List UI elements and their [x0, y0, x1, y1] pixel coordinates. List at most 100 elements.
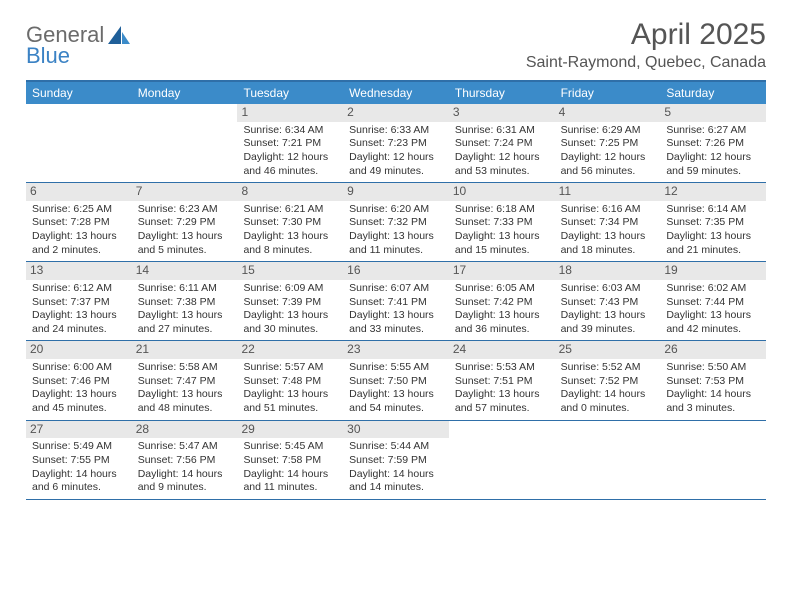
sunset-text: Sunset: 7:24 PM [455, 137, 549, 151]
daylight-text: Daylight: 14 hours and 6 minutes. [32, 468, 126, 495]
day-number: 26 [660, 341, 766, 359]
day-header: Tuesday [237, 82, 343, 104]
day-cell: 5Sunrise: 6:27 AMSunset: 7:26 PMDaylight… [660, 104, 766, 182]
day-cell: 30Sunrise: 5:44 AMSunset: 7:59 PMDayligh… [343, 421, 449, 499]
day-cell: 25Sunrise: 5:52 AMSunset: 7:52 PMDayligh… [555, 341, 661, 419]
sunset-text: Sunset: 7:56 PM [138, 454, 232, 468]
day-number: 5 [660, 104, 766, 122]
day-cell: 11Sunrise: 6:16 AMSunset: 7:34 PMDayligh… [555, 183, 661, 261]
sunset-text: Sunset: 7:44 PM [666, 296, 760, 310]
day-number: 25 [555, 341, 661, 359]
daylight-text: Daylight: 13 hours and 48 minutes. [138, 388, 232, 415]
day-number: 10 [449, 183, 555, 201]
daylight-text: Daylight: 12 hours and 49 minutes. [349, 151, 443, 178]
week-row: 13Sunrise: 6:12 AMSunset: 7:37 PMDayligh… [26, 262, 766, 341]
day-number: 1 [237, 104, 343, 122]
sunrise-text: Sunrise: 6:25 AM [32, 203, 126, 217]
day-number: 14 [132, 262, 238, 280]
day-number: 17 [449, 262, 555, 280]
daylight-text: Daylight: 13 hours and 2 minutes. [32, 230, 126, 257]
sunset-text: Sunset: 7:39 PM [243, 296, 337, 310]
day-cell: 23Sunrise: 5:55 AMSunset: 7:50 PMDayligh… [343, 341, 449, 419]
sunrise-text: Sunrise: 6:34 AM [243, 124, 337, 138]
daylight-text: Daylight: 14 hours and 0 minutes. [561, 388, 655, 415]
page-title: April 2025 [526, 18, 766, 52]
sunset-text: Sunset: 7:37 PM [32, 296, 126, 310]
week-row: 27Sunrise: 5:49 AMSunset: 7:55 PMDayligh… [26, 421, 766, 500]
daylight-text: Daylight: 13 hours and 36 minutes. [455, 309, 549, 336]
sunset-text: Sunset: 7:28 PM [32, 216, 126, 230]
daylight-text: Daylight: 13 hours and 24 minutes. [32, 309, 126, 336]
day-cell: 19Sunrise: 6:02 AMSunset: 7:44 PMDayligh… [660, 262, 766, 340]
day-number: 19 [660, 262, 766, 280]
day-cell: 4Sunrise: 6:29 AMSunset: 7:25 PMDaylight… [555, 104, 661, 182]
day-number: 4 [555, 104, 661, 122]
sunrise-text: Sunrise: 6:27 AM [666, 124, 760, 138]
sunset-text: Sunset: 7:46 PM [32, 375, 126, 389]
sunset-text: Sunset: 7:21 PM [243, 137, 337, 151]
week-row: 20Sunrise: 6:00 AMSunset: 7:46 PMDayligh… [26, 341, 766, 420]
day-number: 23 [343, 341, 449, 359]
sunset-text: Sunset: 7:33 PM [455, 216, 549, 230]
day-number: 13 [26, 262, 132, 280]
logo-blue: Blue [26, 45, 104, 67]
header: General Blue April 2025 Saint-Raymond, Q… [26, 18, 766, 72]
sunset-text: Sunset: 7:59 PM [349, 454, 443, 468]
daylight-text: Daylight: 13 hours and 27 minutes. [138, 309, 232, 336]
day-cell: 14 Sunrise: 6:11 AMSunset: 7:38 PMDayligh… [132, 262, 238, 340]
daylight-text: Daylight: 14 hours and 14 minutes. [349, 468, 443, 495]
sunset-text: Sunset: 7:35 PM [666, 216, 760, 230]
day-cell: 28Sunrise: 5:47 AMSunset: 7:56 PMDayligh… [132, 421, 238, 499]
sunset-text: Sunset: 7:58 PM [243, 454, 337, 468]
day-number: 30 [343, 421, 449, 439]
day-cell: 17 Sunrise: 6:05 AMSunset: 7:42 PMDayligh… [449, 262, 555, 340]
sunset-text: Sunset: 7:42 PM [455, 296, 549, 310]
day-header-row: SundayMondayTuesdayWednesdayThursdayFrid… [26, 82, 766, 104]
empty-cell: . [555, 421, 661, 499]
day-number: 9 [343, 183, 449, 201]
day-header: Saturday [660, 82, 766, 104]
day-cell: 15Sunrise: 6:09 AMSunset: 7:39 PMDayligh… [237, 262, 343, 340]
empty-cell: . [132, 104, 238, 182]
day-cell: 9Sunrise: 6:20 AMSunset: 7:32 PMDaylight… [343, 183, 449, 261]
day-number: 28 [132, 421, 238, 439]
day-number: 21 [132, 341, 238, 359]
sunrise-text: Sunrise: 5:49 AM [32, 440, 126, 454]
day-cell: 13Sunrise: 6:12 AMSunset: 7:37 PMDayligh… [26, 262, 132, 340]
location-text: Saint-Raymond, Quebec, Canada [526, 54, 766, 72]
sunrise-text: Sunrise: 6:18 AM [455, 203, 549, 217]
day-header: Sunday [26, 82, 132, 104]
sunrise-text: Sunrise: 6:07 AM [349, 282, 443, 296]
daylight-text: Daylight: 13 hours and 57 minutes. [455, 388, 549, 415]
sunrise-text: Sunrise: 5:44 AM [349, 440, 443, 454]
sunrise-text: Sunrise: 5:45 AM [243, 440, 337, 454]
sunset-text: Sunset: 7:25 PM [561, 137, 655, 151]
sunrise-text: Sunrise: 6:21 AM [243, 203, 337, 217]
sunset-text: Sunset: 7:38 PM [138, 296, 232, 310]
day-header: Monday [132, 82, 238, 104]
empty-cell: . [26, 104, 132, 182]
sunrise-text: Sunrise: 6:23 AM [138, 203, 232, 217]
day-cell: 7Sunrise: 6:23 AMSunset: 7:29 PMDaylight… [132, 183, 238, 261]
day-number: 27 [26, 421, 132, 439]
sunset-text: Sunset: 7:50 PM [349, 375, 443, 389]
day-number: 12 [660, 183, 766, 201]
daylight-text: Daylight: 13 hours and 8 minutes. [243, 230, 337, 257]
sunrise-text: Sunrise: 6:33 AM [349, 124, 443, 138]
day-cell: 24Sunrise: 5:53 AMSunset: 7:51 PMDayligh… [449, 341, 555, 419]
sunset-text: Sunset: 7:47 PM [138, 375, 232, 389]
day-cell: 27Sunrise: 5:49 AMSunset: 7:55 PMDayligh… [26, 421, 132, 499]
sunrise-text: Sunrise: 6:00 AM [32, 361, 126, 375]
sunrise-text: Sunrise: 6:02 AM [666, 282, 760, 296]
sunrise-text: Sunrise: 6:11 AM [138, 282, 232, 296]
day-number: 7 [132, 183, 238, 201]
daylight-text: Daylight: 13 hours and 11 minutes. [349, 230, 443, 257]
daylight-text: Daylight: 13 hours and 15 minutes. [455, 230, 549, 257]
daylight-text: Daylight: 12 hours and 53 minutes. [455, 151, 549, 178]
daylight-text: Daylight: 14 hours and 3 minutes. [666, 388, 760, 415]
sunrise-text: Sunrise: 6:05 AM [455, 282, 549, 296]
day-cell: 10 Sunrise: 6:18 AMSunset: 7:33 PMDayligh… [449, 183, 555, 261]
sunrise-text: Sunrise: 5:50 AM [666, 361, 760, 375]
day-cell: 18Sunrise: 6:03 AMSunset: 7:43 PMDayligh… [555, 262, 661, 340]
day-cell: 2Sunrise: 6:33 AMSunset: 7:23 PMDaylight… [343, 104, 449, 182]
